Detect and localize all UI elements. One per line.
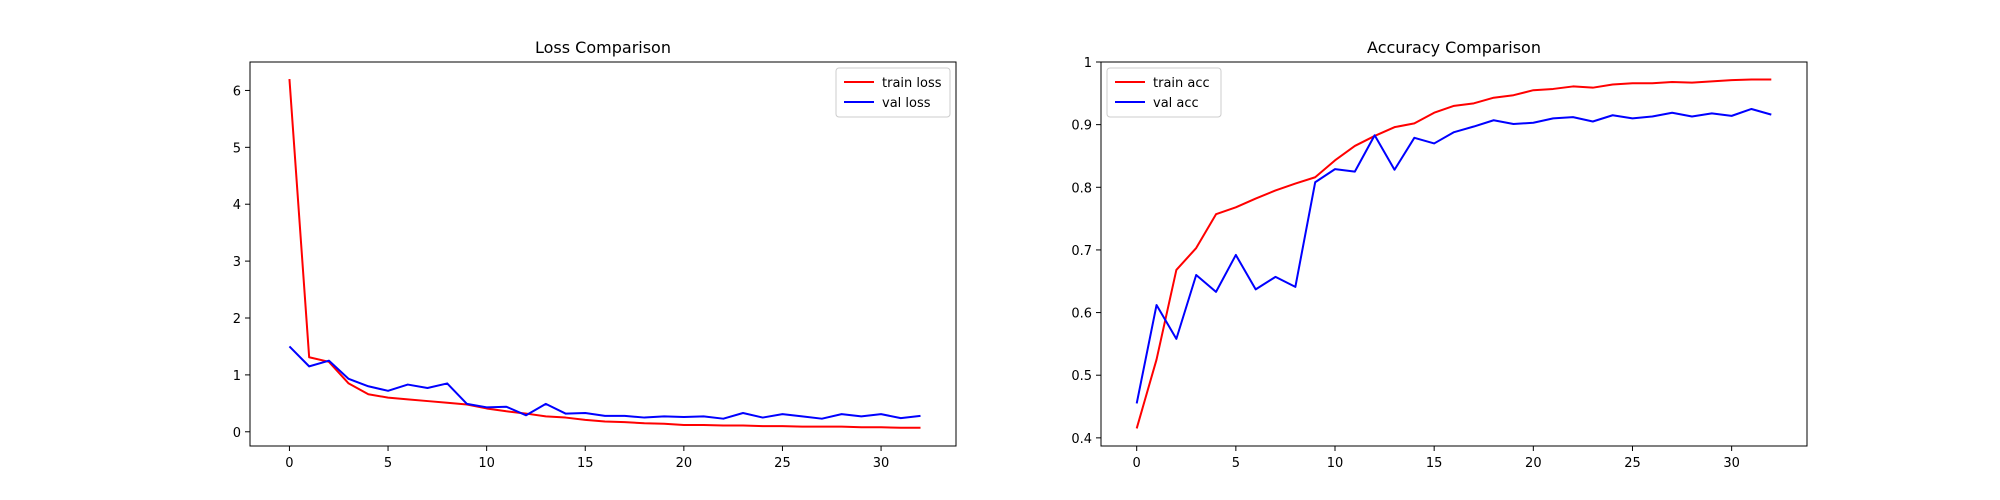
chart-title: Loss Comparison [535, 38, 671, 57]
x-tick-label: 20 [676, 456, 693, 471]
legend: train loss val loss [835, 67, 951, 118]
x-tick-label: 20 [1525, 456, 1542, 471]
y-tick-label: 0.4 [1071, 432, 1092, 447]
x-tick-label: 5 [384, 456, 392, 471]
y-tick-label: 0 [233, 426, 241, 441]
y-tick-label: 0.8 [1071, 181, 1092, 196]
x-tick-label: 10 [478, 456, 495, 471]
chart-2: Accuracy Comparison 0 5 10 15 20 25 30 0.4 0.5 0.6… [1071, 38, 1808, 471]
x-tick-label: 15 [577, 456, 594, 471]
legend-label: val acc [1153, 96, 1199, 111]
y-tick-label: 0.7 [1071, 244, 1092, 259]
legend-label: val loss [882, 96, 931, 111]
series-line-val-acc [1135, 107, 1772, 404]
x-tick-label: 30 [873, 456, 890, 471]
y-tick-label: 2 [233, 312, 241, 327]
legend-box [1106, 67, 1222, 118]
legend-label: train loss [882, 76, 942, 91]
series-line-val-loss [288, 345, 921, 420]
y-tick-label: 6 [233, 84, 241, 99]
plot-frame [249, 61, 957, 447]
y-tick-label: 1 [1084, 56, 1092, 71]
chart-1: Loss Comparison 0 5 10 15 20 25 30 0 1 2 3 4 5 6 train … [233, 38, 957, 471]
y-tick-label: 5 [233, 141, 241, 156]
x-tick-label: 25 [774, 456, 791, 471]
y-tick-label: 4 [233, 198, 241, 213]
x-tick-label: 30 [1723, 456, 1740, 471]
y-tick-label: 0.5 [1071, 369, 1092, 384]
legend-label: train acc [1153, 76, 1210, 91]
x-tick-label: 0 [285, 456, 293, 471]
y-tick-label: 0.9 [1071, 119, 1092, 134]
chart-title: Accuracy Comparison [1367, 38, 1541, 57]
x-tick-label: 10 [1327, 456, 1344, 471]
y-tick-label: 3 [233, 255, 241, 270]
legend-box [835, 67, 951, 118]
x-tick-label: 25 [1624, 456, 1641, 471]
series-line-train-acc [1135, 78, 1772, 429]
legend: train acc val acc [1106, 67, 1222, 118]
x-tick-label: 5 [1232, 456, 1240, 471]
series-line-train-loss [288, 78, 921, 429]
y-tick-label: 1 [233, 369, 241, 384]
x-tick-label: 15 [1426, 456, 1443, 471]
x-tick-label: 0 [1133, 456, 1141, 471]
plot-frame [1100, 61, 1808, 447]
y-tick-label: 0.6 [1071, 307, 1092, 322]
